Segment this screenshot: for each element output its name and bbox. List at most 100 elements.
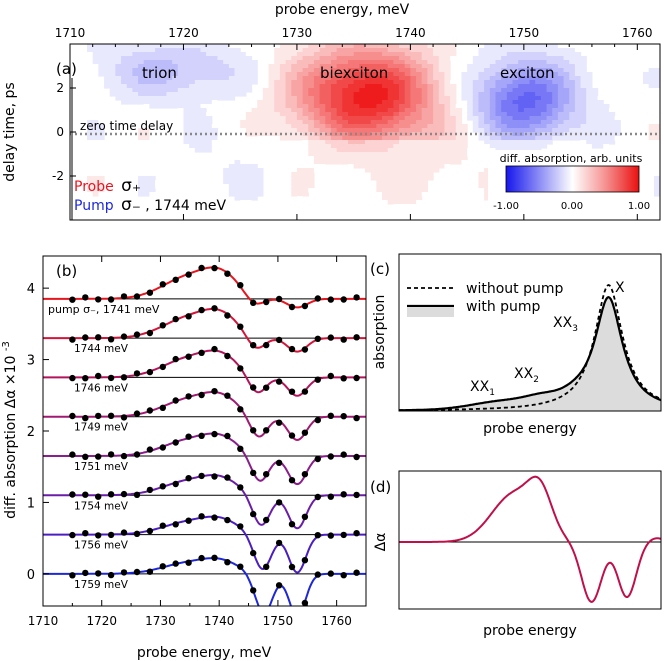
heatmap-cell bbox=[365, 144, 372, 149]
heatmap-cell bbox=[291, 56, 298, 61]
heatmap-cell bbox=[410, 180, 417, 185]
heatmap-cell bbox=[529, 100, 536, 105]
heatmap-cell bbox=[529, 56, 536, 61]
heatmap-cell bbox=[347, 148, 355, 153]
heatmap-cell bbox=[126, 68, 133, 73]
heatmap-cell bbox=[518, 52, 525, 57]
heatmap-cell bbox=[518, 136, 525, 141]
heatmap-cell bbox=[393, 156, 400, 161]
heatmap-cell bbox=[382, 44, 389, 49]
heatmap-cell bbox=[404, 188, 411, 193]
heatmap-cell bbox=[387, 124, 394, 129]
heatmap-cell bbox=[177, 68, 185, 73]
heatmap-cell bbox=[336, 144, 343, 149]
heatmap-cell bbox=[586, 80, 593, 85]
heatmap-cell bbox=[189, 72, 196, 77]
heatmap-cell bbox=[557, 92, 565, 97]
heatmap-cell bbox=[155, 104, 162, 109]
heatmap-cell bbox=[427, 52, 434, 57]
heatmap-cell bbox=[654, 188, 660, 193]
heatmap-cell bbox=[404, 72, 411, 77]
heatmap-cell bbox=[149, 180, 156, 185]
heatmap-cell bbox=[529, 60, 536, 65]
heatmap-cell bbox=[132, 180, 139, 185]
data-point bbox=[275, 499, 283, 506]
heatmap-cell bbox=[427, 104, 434, 109]
data-point bbox=[82, 334, 89, 341]
heatmap-cell bbox=[177, 52, 185, 57]
heatmap-cell bbox=[382, 112, 389, 117]
heatmap-cell bbox=[217, 84, 224, 89]
heatmap-cell bbox=[370, 76, 377, 81]
heatmap-cell bbox=[393, 72, 400, 77]
heatmap-cell bbox=[98, 140, 105, 145]
heatmap-cell bbox=[347, 92, 355, 97]
heatmap-cell bbox=[376, 156, 383, 161]
heatmap-cell bbox=[438, 164, 446, 169]
heatmap-cell bbox=[330, 136, 338, 141]
heatmap-cell bbox=[433, 116, 440, 121]
heatmap-cell bbox=[313, 148, 321, 153]
heatmap-cell bbox=[228, 48, 236, 53]
heatmap-cell bbox=[399, 76, 406, 81]
heatmap-cell bbox=[81, 184, 88, 189]
heatmap-cell bbox=[325, 84, 332, 89]
heatmap-cell bbox=[211, 100, 219, 105]
heatmap-cell bbox=[455, 144, 463, 149]
heatmap-cell bbox=[251, 128, 258, 133]
heatmap-cell bbox=[387, 64, 394, 69]
heatmap-cell bbox=[279, 68, 287, 73]
heatmap-cell bbox=[206, 144, 213, 149]
heatmap-cell bbox=[393, 128, 400, 133]
heatmap-cell bbox=[183, 144, 190, 149]
heatmap-cell bbox=[552, 104, 559, 109]
heatmap-cell bbox=[251, 180, 258, 185]
heatmap-cell bbox=[223, 168, 230, 173]
heatmap-cell bbox=[313, 52, 321, 57]
heatmap-cell bbox=[325, 68, 332, 73]
heatmap-cell bbox=[614, 124, 621, 129]
heatmap-cell bbox=[194, 112, 202, 117]
heatmap-cell bbox=[172, 68, 179, 73]
heatmap-cell bbox=[274, 132, 281, 137]
heatmap-cell bbox=[410, 196, 417, 201]
heatmap-cell bbox=[132, 84, 139, 89]
heatmap-cell bbox=[359, 128, 366, 133]
heatmap-cell bbox=[177, 84, 185, 89]
heatmap-cell bbox=[580, 108, 587, 113]
heatmap-cell bbox=[132, 64, 139, 69]
heatmap-cell bbox=[642, 80, 650, 85]
data-point bbox=[198, 432, 205, 439]
heatmap-cell bbox=[495, 72, 502, 77]
heatmap-cell bbox=[87, 48, 94, 53]
heatmap-cell bbox=[382, 108, 389, 113]
heatmap-cell bbox=[240, 120, 247, 125]
heatmap-cell bbox=[450, 44, 457, 49]
heatmap-cell bbox=[501, 116, 508, 121]
heatmap-cell bbox=[138, 52, 145, 57]
heatmap-cell bbox=[489, 80, 497, 85]
heatmap-cell bbox=[308, 140, 315, 145]
heatmap-cell bbox=[410, 128, 417, 133]
delta-alpha-curve bbox=[399, 475, 662, 603]
heatmap-cell bbox=[540, 144, 548, 149]
heatmap-cell bbox=[563, 52, 570, 57]
heatmap-cell bbox=[642, 84, 650, 89]
series-label: 1754 meV bbox=[74, 500, 129, 512]
heatmap-cell bbox=[546, 92, 553, 97]
data-point bbox=[172, 521, 179, 528]
heatmap-cell bbox=[574, 132, 582, 137]
heatmap-cell bbox=[143, 64, 151, 69]
heatmap-cell bbox=[149, 176, 156, 181]
heatmap-cell bbox=[569, 80, 576, 85]
heatmap-cell bbox=[98, 44, 105, 49]
heatmap-cell bbox=[313, 156, 321, 161]
heatmap-cell bbox=[416, 136, 423, 141]
data-point bbox=[314, 416, 321, 424]
heatmap-cell bbox=[291, 104, 298, 109]
heatmap-cell bbox=[393, 200, 400, 205]
heatmap-cell bbox=[382, 156, 389, 161]
heatmap-cell bbox=[194, 68, 202, 73]
heatmap-cell bbox=[569, 52, 576, 57]
heatmap-cell bbox=[433, 124, 440, 129]
